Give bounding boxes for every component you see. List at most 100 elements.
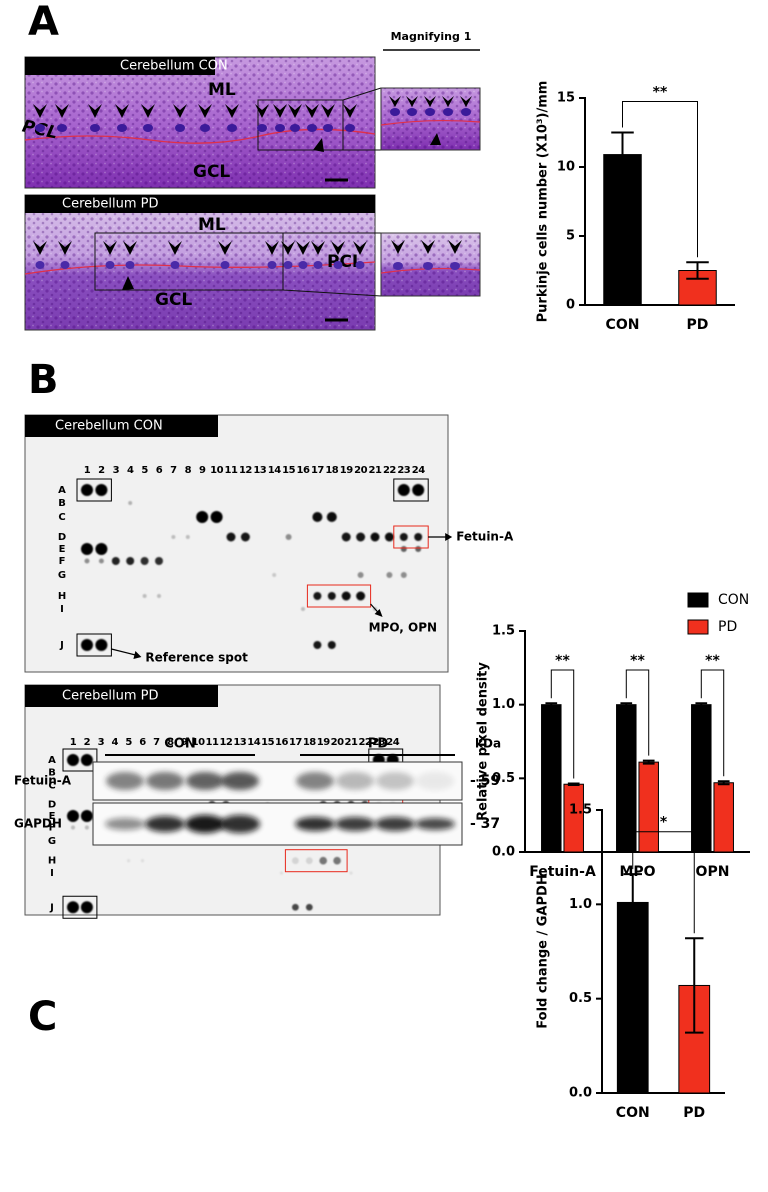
blot-band xyxy=(415,818,455,830)
group-label: PD xyxy=(368,737,389,752)
purkinje-cell xyxy=(200,124,210,132)
array-spot xyxy=(240,532,250,542)
array-spot xyxy=(126,557,135,565)
array-spot xyxy=(415,546,422,552)
array-spot xyxy=(305,903,313,911)
error-bar xyxy=(620,702,633,708)
western-blot xyxy=(92,754,463,846)
arrowhead xyxy=(424,96,436,107)
column-label: 13 xyxy=(233,737,246,748)
array-spot xyxy=(81,543,93,555)
column-label: 7 xyxy=(153,737,160,748)
arrowhead xyxy=(430,133,441,145)
error-bar xyxy=(717,780,730,786)
arrowhead xyxy=(265,241,279,255)
x-tick-label: MPO xyxy=(619,864,655,880)
purkinje-cell xyxy=(170,261,180,269)
row-label: E xyxy=(59,544,66,555)
array-spot xyxy=(312,512,323,522)
arrowhead xyxy=(88,104,102,118)
blot-band xyxy=(295,817,335,831)
purkinje-cell xyxy=(257,124,267,132)
row-label: A xyxy=(48,755,56,766)
y-tick-label: 0.0 xyxy=(569,1086,592,1101)
column-label: 3 xyxy=(98,737,105,748)
array-spot xyxy=(341,532,351,542)
row-label: A xyxy=(58,485,66,496)
arrowhead xyxy=(421,240,435,254)
array-spot xyxy=(67,810,79,823)
column-label: 9 xyxy=(199,465,206,476)
legend-label: CON xyxy=(718,592,749,608)
bar xyxy=(691,704,712,853)
column-label: 14 xyxy=(247,737,260,748)
array-spot xyxy=(171,535,176,539)
x-tick-label: PD xyxy=(687,317,709,333)
y-tick-label: 0.5 xyxy=(569,991,592,1006)
array-spot xyxy=(80,810,93,823)
arrowhead xyxy=(288,104,302,118)
purkinje-cell xyxy=(35,124,45,132)
arrowhead xyxy=(273,104,287,118)
array-spot xyxy=(400,572,407,578)
panel-label: B xyxy=(28,357,59,403)
array-spot xyxy=(98,558,104,564)
column-label: 21 xyxy=(369,465,382,476)
arrowhead xyxy=(353,241,367,255)
blot-band xyxy=(296,772,334,790)
purkinje-cell xyxy=(407,108,417,116)
column-label: 3 xyxy=(113,465,120,476)
array-spot xyxy=(142,594,147,598)
array-spot xyxy=(272,573,277,577)
column-label: 22 xyxy=(383,465,396,476)
column-label: 10 xyxy=(192,737,205,748)
blot-band xyxy=(220,815,260,833)
array-spot xyxy=(140,859,145,863)
error-bar xyxy=(642,759,655,765)
arrowhead xyxy=(445,533,453,541)
column-label: 16 xyxy=(275,737,288,748)
arrowhead xyxy=(374,609,383,617)
arrowhead xyxy=(123,241,137,255)
column-label: 23 xyxy=(372,737,385,748)
arrowhead xyxy=(255,104,269,118)
image-title: Cerebellum PD xyxy=(62,197,159,212)
significance-bracket xyxy=(550,669,575,779)
array-spot xyxy=(313,641,322,649)
column-label: 17 xyxy=(289,737,302,748)
array-spot xyxy=(81,639,93,651)
significance-label: ** xyxy=(555,653,570,669)
layer-label: GCL xyxy=(193,162,230,182)
blot-band xyxy=(185,815,225,833)
protein-label: GAPDH xyxy=(14,817,62,831)
legend-label: PD xyxy=(718,619,737,635)
array-spot xyxy=(285,534,292,540)
error-bar xyxy=(623,873,642,932)
array-spot xyxy=(301,607,305,611)
array-spot xyxy=(95,484,108,496)
row-label: B xyxy=(58,498,66,509)
histology-con xyxy=(24,56,481,189)
column-label: 8 xyxy=(167,737,174,748)
column-label: 5 xyxy=(125,737,132,748)
arrowhead xyxy=(33,104,47,118)
size-label: - 59 xyxy=(470,773,500,789)
column-label: 4 xyxy=(111,737,118,748)
purkinje-cell xyxy=(390,108,400,116)
column-label: 15 xyxy=(261,737,274,748)
column-label: 22 xyxy=(358,737,371,748)
array-spot xyxy=(84,825,90,830)
arrowhead xyxy=(321,104,335,118)
row-label: C xyxy=(58,512,65,523)
blot-band xyxy=(336,772,374,790)
array-spot xyxy=(414,533,423,541)
blot-band xyxy=(186,772,224,790)
purkinje-cell xyxy=(227,124,237,132)
highlight-box xyxy=(393,525,429,549)
arrowhead xyxy=(331,241,345,255)
blot-band xyxy=(105,818,145,830)
purkinje-cell xyxy=(461,108,471,116)
column-label: 12 xyxy=(219,737,232,748)
protein-label: Fetuin-A xyxy=(14,774,72,788)
y-tick-label: 1.5 xyxy=(569,803,592,818)
